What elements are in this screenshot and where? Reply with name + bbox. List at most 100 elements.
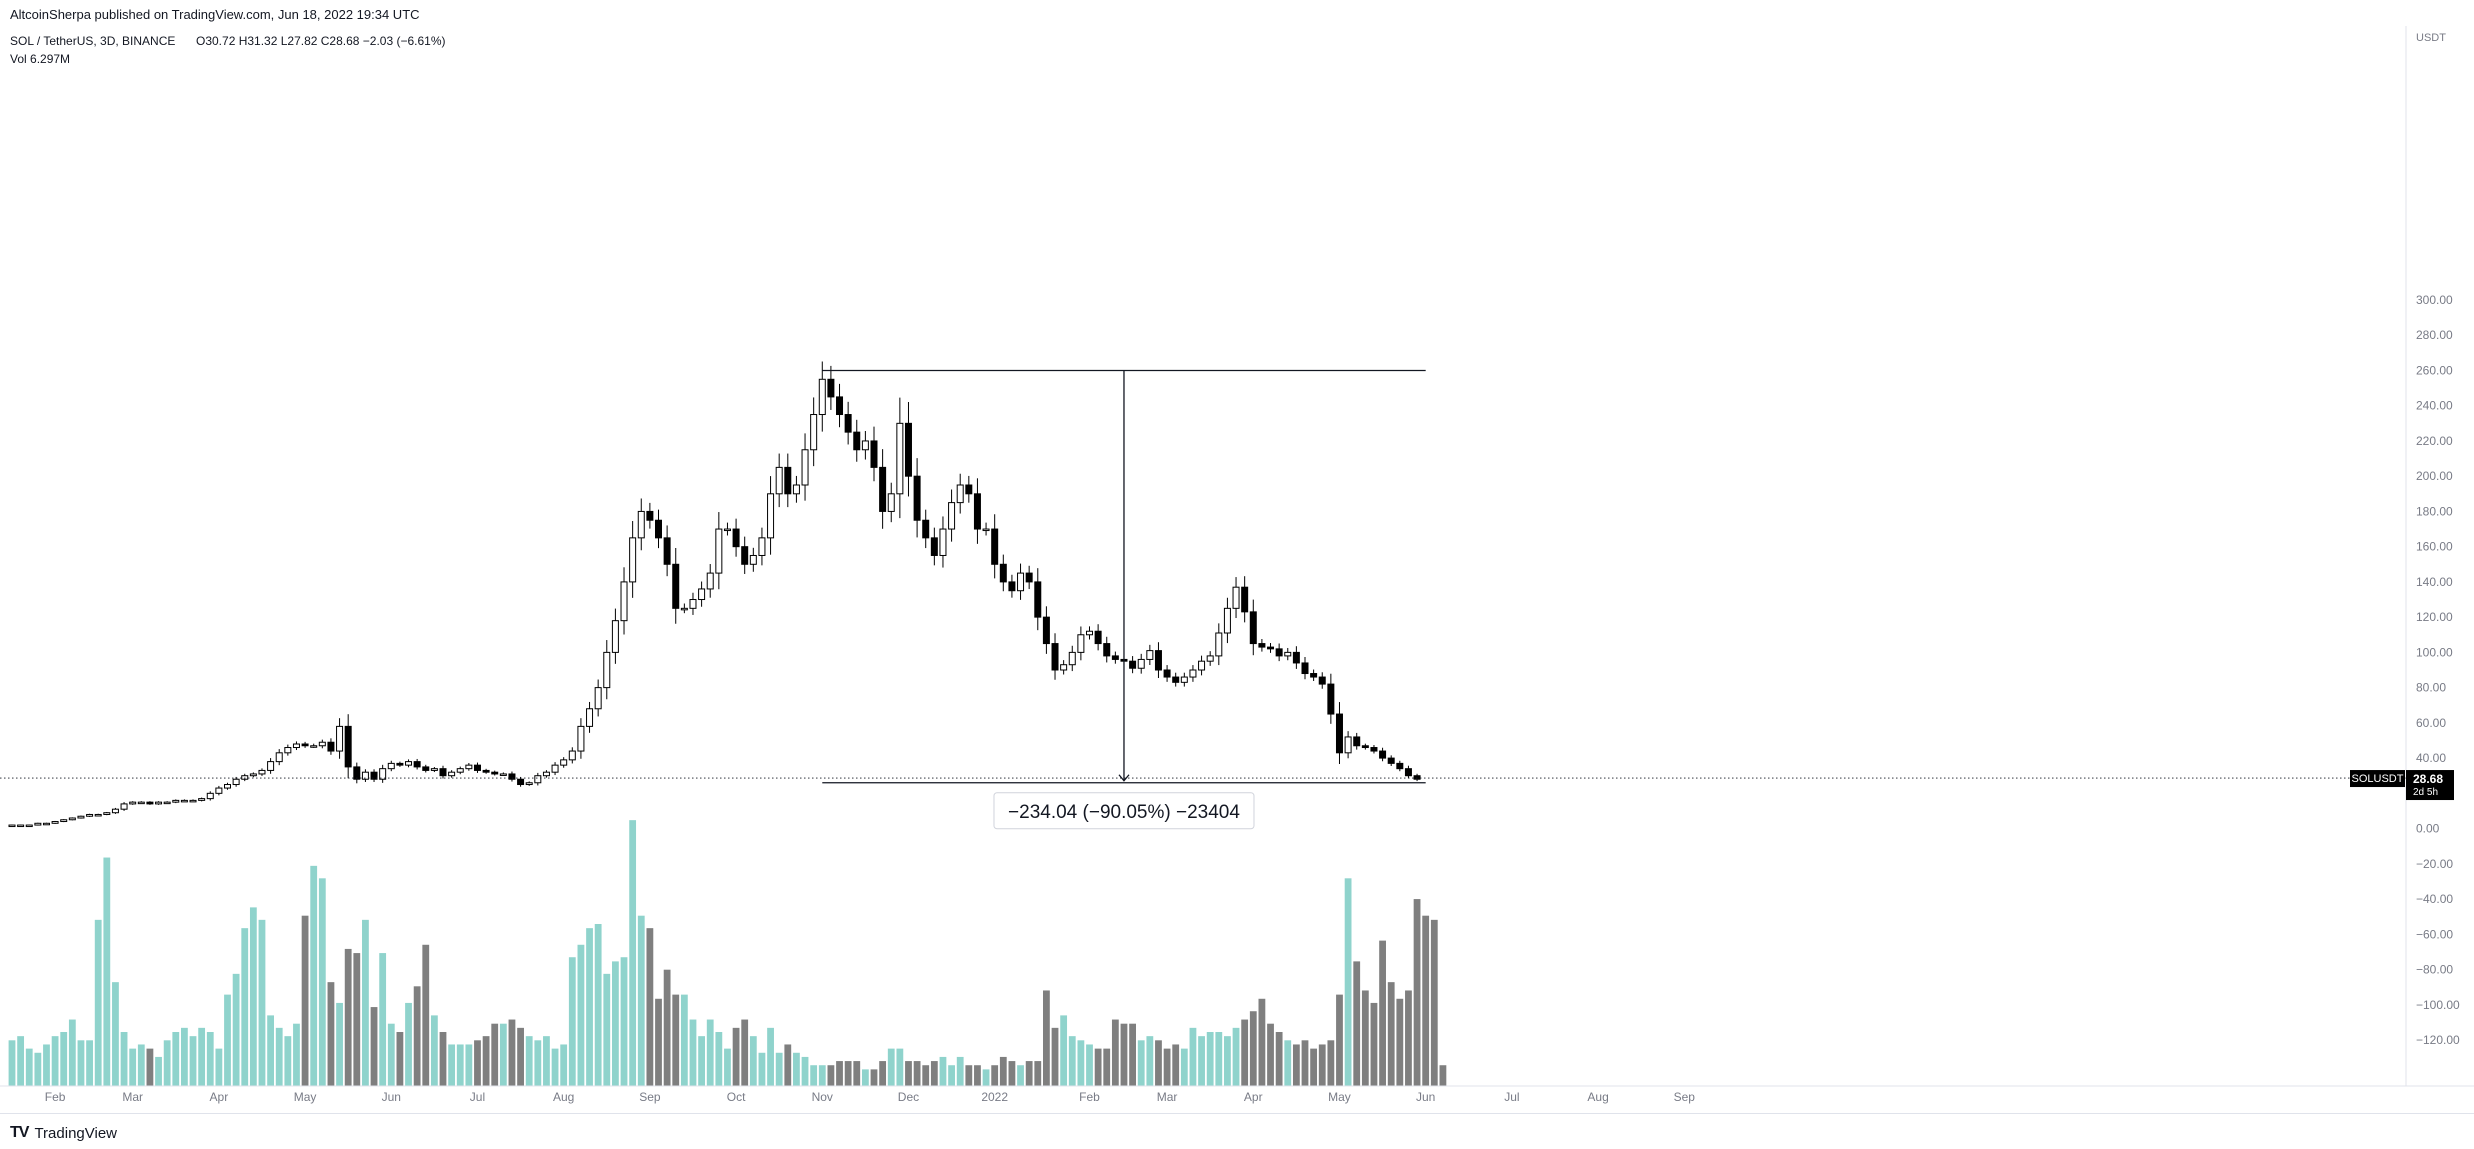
volume-bar [861, 1069, 869, 1086]
volume-bar [577, 944, 585, 1086]
candle-body [8, 824, 16, 828]
volume-bar [1292, 1044, 1300, 1086]
candle-body [448, 771, 456, 777]
volume-bar [474, 1040, 481, 1086]
time-tick-label: Jul [1504, 1090, 1519, 1104]
candle-body [517, 778, 525, 786]
volume-bar [999, 1056, 1007, 1086]
candle-body [810, 414, 818, 451]
time-tick-label: 2022 [981, 1090, 1008, 1104]
footer: TV TradingView [0, 1113, 2474, 1149]
candle-body [577, 725, 585, 752]
candle-body [948, 502, 956, 530]
time-tick-label: Feb [1079, 1090, 1100, 1104]
candle-body [232, 778, 240, 786]
time-tick-label: Oct [727, 1090, 746, 1104]
volume-bar [94, 919, 102, 1086]
candle-body [1180, 676, 1188, 683]
candle-body [1249, 611, 1257, 645]
candle-body [1223, 607, 1231, 634]
volume-bar [930, 1061, 938, 1086]
volume-bar [887, 1048, 895, 1086]
ohlc-legend: O30.72 H31.32 L27.82 C28.68 −2.03 (−6.61… [196, 34, 446, 48]
time-tick-label: Nov [812, 1090, 833, 1104]
symbol-badge-text: SOLUSDT [2352, 773, 2404, 785]
candle-body [1154, 650, 1162, 671]
candles [8, 361, 1421, 828]
volume-bar [1224, 1036, 1231, 1086]
candle-body [749, 554, 757, 565]
chart-legend: SOL / TetherUS, 3D, BINANCE O30.72 H31.3… [10, 34, 446, 66]
candle-body [1327, 683, 1335, 715]
volume-bar [1180, 1048, 1188, 1086]
candle-body [1060, 664, 1068, 671]
candle-body [620, 581, 628, 622]
volume-bar [1163, 1048, 1171, 1086]
volume-bar [1353, 961, 1361, 1086]
volume-bar [34, 1052, 42, 1086]
volume-bar [956, 1056, 964, 1086]
tradingview-brand[interactable]: TV TradingView [10, 1124, 117, 1142]
volume-bar [551, 1048, 559, 1086]
price-axis[interactable]: USDT 300.00 280.00 260.00 240.00 220.00 200.0… [2416, 32, 2460, 1047]
candle-body [34, 822, 42, 826]
volume-bar [448, 1044, 456, 1086]
candle-body [1094, 630, 1102, 645]
candle-body [180, 799, 188, 803]
candle-body [1163, 669, 1171, 678]
volume-bar [603, 973, 611, 1086]
volume-bar [698, 1036, 705, 1086]
time-tick-label: Jun [382, 1090, 401, 1104]
candle-body [163, 801, 171, 805]
time-tick-label: May [294, 1090, 317, 1104]
volume-bar [439, 1032, 447, 1086]
price-range-measure[interactable]: −234.04 (−90.05%) −23404 [822, 369, 1426, 830]
time-tick-label: Apr [1244, 1090, 1263, 1104]
candle-body [1387, 757, 1395, 764]
candle-body [267, 761, 275, 771]
candle-body [361, 771, 369, 780]
candle-body [51, 821, 59, 824]
volume-bar [379, 953, 387, 1086]
volume-bar [112, 982, 119, 1086]
candle-body [344, 725, 352, 768]
candle-body [155, 801, 163, 805]
candle-body [17, 824, 25, 828]
volume-bar [491, 1023, 499, 1086]
price-tick-label: 140.00 [2416, 575, 2453, 589]
candle-body [1103, 643, 1111, 657]
candle-body [310, 745, 318, 748]
volume-bar [749, 1036, 757, 1086]
volume-bar [1267, 1023, 1274, 1086]
volume-bar [913, 1061, 921, 1086]
volume-bar [86, 1040, 93, 1086]
candle-body [1215, 632, 1223, 657]
candle-body [818, 378, 826, 416]
volume-bar [215, 1048, 223, 1086]
candle-body [999, 563, 1007, 583]
volume-bar [568, 957, 576, 1086]
candle-body [1241, 586, 1249, 613]
volume-bar [344, 948, 352, 1086]
volume-bar [249, 907, 257, 1086]
candle-body [689, 599, 697, 609]
volume-bar [1068, 1036, 1076, 1086]
candle-body [551, 764, 559, 773]
candle-body [801, 449, 809, 486]
candle-body [792, 484, 800, 495]
tradingview-logo-icon: TV [10, 1124, 29, 1141]
volume-bar [1232, 1027, 1240, 1086]
price-tick-label: 80.00 [2416, 681, 2446, 695]
time-axis[interactable]: Feb Mar Apr May Jun Jul Aug Sep Oct Nov Dec 2022 Feb… [45, 1090, 1696, 1104]
candle-body [258, 769, 266, 775]
candle-body [172, 799, 180, 803]
price-tick-label: 40.00 [2416, 751, 2446, 765]
price-tick-label: 240.00 [2416, 399, 2453, 413]
volume-bar [163, 1040, 171, 1086]
volume-bar [612, 961, 619, 1086]
volume-bar [172, 1032, 180, 1086]
volume-bar [741, 1019, 749, 1086]
volume-bar [655, 998, 662, 1086]
price-tick-label: −60.00 [2416, 927, 2453, 941]
price-chart[interactable]: −234.04 (−90.05%) −23404 USDT 300.00 280.… [0, 26, 2474, 1113]
